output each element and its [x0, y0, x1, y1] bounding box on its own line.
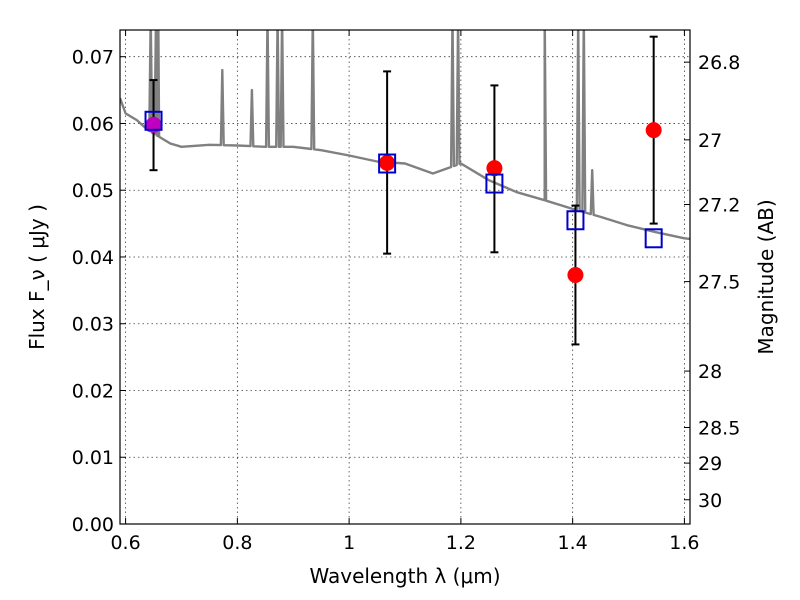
- mag-tick-label: 27.2: [698, 194, 740, 216]
- plot-frame: [119, 29, 691, 525]
- observed-point: [567, 266, 584, 283]
- x-tick-label: 1.2: [446, 532, 476, 554]
- mag-tick-label: 28: [698, 361, 722, 383]
- model-point: [144, 110, 163, 131]
- x-tick-label: 1.6: [669, 532, 699, 554]
- grid-layer: [120, 30, 690, 524]
- observed-point: [486, 160, 503, 177]
- sed-layer: [120, 30, 690, 241]
- y-tick-label: 0.05: [72, 180, 114, 202]
- x-tick-label: 1.4: [558, 532, 588, 554]
- y-tick-label: 0.02: [72, 380, 114, 402]
- y-tick-label: 0.06: [72, 113, 114, 135]
- x-axis-title: Wavelength λ (μm): [309, 564, 500, 588]
- observed-point: [379, 154, 396, 171]
- mag-tick-label: 28.5: [698, 418, 740, 440]
- observed-point: [645, 122, 662, 139]
- y-tick-label: 0.01: [72, 447, 114, 469]
- y-tick-label: 0.00: [72, 514, 114, 536]
- axis-layer: 0.6 0.8 1 1.2 1.4 1.6 0.00 0.01 0.02 0.03 0.04 0.05…: [72, 30, 740, 554]
- mag-tick-label: 29: [698, 453, 722, 475]
- x-tick-label: 0.6: [110, 532, 140, 554]
- mag-tick-label: 26.8: [698, 52, 740, 74]
- model-point: [566, 210, 585, 231]
- mag-tick-label: 27.5: [698, 272, 740, 294]
- y-tick-label: 0.07: [72, 47, 114, 69]
- model-point: [485, 173, 504, 194]
- mag-tick-label: 27: [698, 130, 722, 152]
- y-tick-label: 0.04: [72, 247, 114, 269]
- sed-curve: [120, 30, 690, 241]
- data-layer: [144, 35, 663, 346]
- mag-tick-label: 30: [698, 490, 722, 512]
- y-tick-label: 0.03: [72, 314, 114, 336]
- x-tick-label: 1: [343, 532, 355, 554]
- x-tick-label: 0.8: [222, 532, 252, 554]
- y-axis-title: Flux F_ν ( μJy ): [25, 204, 49, 350]
- model-point: [644, 228, 663, 249]
- model-point: [378, 153, 397, 174]
- right-axis-title: Magnitude (AB): [754, 199, 778, 354]
